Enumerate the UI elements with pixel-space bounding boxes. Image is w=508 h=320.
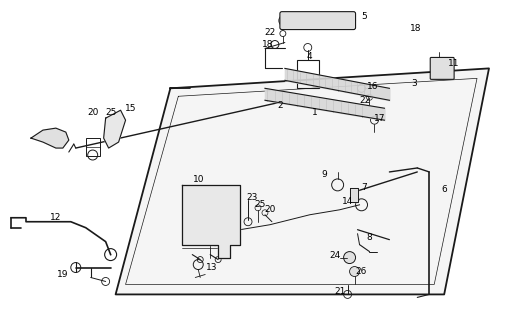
Text: 15: 15: [125, 104, 136, 113]
Text: 6: 6: [441, 185, 447, 194]
Text: 4: 4: [307, 52, 312, 61]
Text: 2: 2: [277, 101, 282, 110]
Text: 7: 7: [362, 183, 367, 192]
Circle shape: [343, 252, 356, 264]
FancyBboxPatch shape: [280, 12, 356, 29]
Text: 22: 22: [264, 28, 275, 37]
Text: 10: 10: [193, 175, 204, 184]
FancyBboxPatch shape: [430, 58, 454, 79]
Text: 25: 25: [105, 108, 116, 117]
Text: 19: 19: [57, 270, 69, 279]
Text: 23: 23: [246, 193, 258, 202]
Text: 9: 9: [322, 171, 328, 180]
Circle shape: [350, 267, 360, 276]
Polygon shape: [350, 188, 358, 202]
Polygon shape: [182, 185, 240, 258]
Text: 22: 22: [359, 96, 370, 105]
Bar: [297, 60, 319, 88]
Text: 21: 21: [334, 287, 345, 296]
Text: 24: 24: [329, 251, 340, 260]
Text: 18: 18: [409, 24, 421, 33]
Text: 8: 8: [367, 233, 372, 242]
Circle shape: [209, 234, 221, 246]
Text: 12: 12: [50, 213, 61, 222]
Polygon shape: [31, 128, 69, 148]
Text: 16: 16: [367, 82, 378, 91]
Text: 20: 20: [87, 108, 99, 117]
Text: 18: 18: [262, 40, 274, 49]
Text: 25: 25: [255, 200, 266, 209]
Text: 5: 5: [362, 12, 367, 21]
Text: 3: 3: [411, 79, 417, 88]
Text: 14: 14: [342, 197, 353, 206]
Bar: [86, 138, 100, 156]
Text: 1: 1: [312, 108, 318, 117]
Text: 17: 17: [374, 114, 385, 123]
Text: 26: 26: [356, 267, 367, 276]
Circle shape: [197, 197, 213, 213]
Polygon shape: [116, 68, 489, 294]
Polygon shape: [104, 110, 125, 148]
Text: 11: 11: [449, 59, 460, 68]
Text: 20: 20: [264, 205, 276, 214]
Circle shape: [198, 218, 212, 232]
Text: 13: 13: [206, 263, 218, 272]
